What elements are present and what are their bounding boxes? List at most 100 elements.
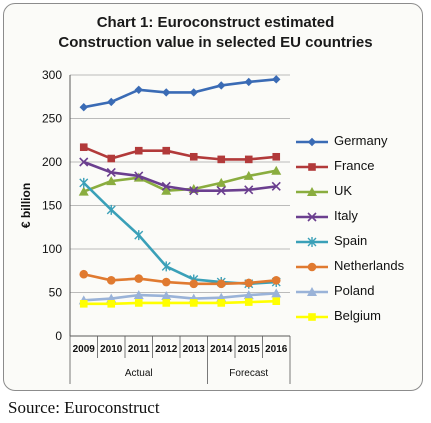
data-point [216,279,226,289]
data-point [107,154,116,163]
y-axis-title: € billion [19,183,33,228]
data-point [161,181,171,191]
legend-label: UK [334,183,353,198]
series-line [83,292,277,302]
data-point [217,299,226,307]
data-point [161,290,172,300]
data-point [272,297,281,305]
data-point [134,171,144,181]
data-point [189,88,198,97]
legend-label: Spain [334,233,368,248]
x-tick-label: 2013 [183,344,206,355]
legend-label: Netherlands [334,258,405,273]
y-tick-label: 200 [42,155,62,169]
chart-title-line-2: Construction value in selected EU countr… [58,34,373,51]
data-point [271,181,281,191]
data-point [271,288,282,298]
legend-marker [307,212,317,222]
data-point [189,299,198,307]
legend-marker [307,187,317,196]
data-point [244,155,253,164]
x-group-label: Actual [125,368,153,379]
x-tick-label: 2016 [265,344,288,355]
data-point [79,269,89,279]
legend-marker [308,163,316,171]
series-spain [79,177,281,289]
legend-marker [307,262,317,272]
legend-label: France [334,158,375,173]
series-netherlands [79,269,281,289]
data-point [271,276,281,285]
legend-swatch [296,313,328,321]
legend-swatch [296,163,328,171]
data-point [161,261,171,272]
data-point [243,170,254,180]
data-point [79,177,89,188]
data-point [216,177,227,187]
x-tick-label: 2012 [155,344,178,355]
data-point [161,185,172,195]
y-tick-label: 300 [42,68,62,82]
series-line [83,160,277,193]
data-point [162,299,171,307]
x-tick-label: 2010 [100,344,123,355]
legend-marker [307,137,317,147]
chart-title-line-1: Chart 1: Euroconstruct estimated [96,14,335,31]
series-line [83,272,277,286]
data-point [244,185,254,195]
legend-marker [308,313,316,321]
data-point [107,300,116,308]
data-point [271,165,282,175]
legend-swatch [296,187,328,196]
x-tick-label: 2014 [210,344,233,355]
series-belgium [79,297,281,308]
data-point [189,279,199,289]
series-italy [79,157,281,196]
legend-swatch [296,237,328,247]
data-point [162,146,171,155]
source-note: Source: Euroconstruct [8,398,160,417]
series-line [82,181,277,286]
data-point [107,97,116,107]
data-point [272,75,281,84]
legend-label: Poland [334,283,375,298]
legend-swatch [296,287,328,296]
data-point [134,230,144,241]
data-point [243,290,254,300]
data-point [79,102,88,112]
data-point [79,157,89,167]
data-point [79,300,88,308]
data-point [216,186,226,196]
x-group-label: Forecast [229,368,268,379]
y-tick-label: 250 [42,112,62,126]
data-point [106,167,116,178]
series-france [79,143,281,164]
legend-label: Italy [334,208,358,223]
data-point [133,290,144,300]
x-tick-label: 2015 [238,344,261,355]
data-point [106,176,117,186]
data-point [106,204,116,215]
data-point [134,146,143,155]
legend-marker [307,237,317,247]
legend-label: Germany [334,133,388,148]
legend-marker [307,287,317,296]
data-point [106,276,116,285]
data-point [189,186,199,196]
data-point [244,77,253,87]
data-point [162,88,171,97]
series-germany [79,75,281,112]
data-point [189,152,198,161]
data-point [134,274,144,283]
legend-swatch [296,212,328,222]
y-tick-label: 150 [42,199,62,213]
data-point [217,81,226,90]
y-tick-label: 100 [42,242,62,256]
chart-plot: 0 50 100 150 200 250 300 2009 2010 2011 2012 2013 20… [19,68,291,384]
y-tick-label: 50 [49,286,63,300]
legend-swatch [296,262,328,272]
series-line [83,299,277,306]
series-line [83,78,277,109]
data-point [134,299,143,307]
data-point [78,186,89,196]
